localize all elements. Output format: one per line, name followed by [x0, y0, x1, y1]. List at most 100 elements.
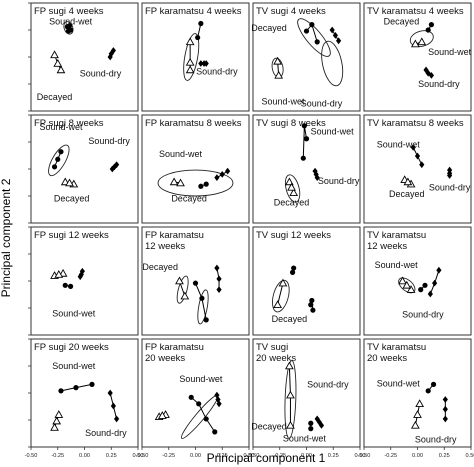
sound-wet-point [425, 388, 431, 394]
group-label: Decayed [251, 422, 287, 432]
group-label: Decayed [384, 17, 420, 27]
panel-frame [363, 2, 472, 112]
decayed-point [54, 270, 64, 278]
group-label: Sound-wet [428, 47, 472, 57]
confidence-ellipse [409, 30, 434, 48]
confidence-ellipse [157, 169, 234, 197]
group-line [190, 396, 216, 433]
x-axis-label: Principal component 1 [207, 451, 326, 465]
sound-dry-point [436, 266, 442, 274]
decayed-point [398, 276, 407, 285]
panel-title: TV sugi [256, 342, 288, 353]
panel-title: FP karamatsu [145, 342, 204, 353]
x-tick-label: 0.00 [412, 453, 423, 459]
group-label: Sound-wet [261, 97, 305, 107]
decayed-point [169, 177, 179, 186]
sound-wet-point [418, 287, 424, 293]
confidence-ellipse [63, 21, 74, 35]
sound-wet-point [310, 307, 316, 313]
panel-frame [252, 226, 361, 336]
group-label: Sound-dry [418, 79, 460, 89]
panel-13: FP sugi 20 weeks Sound-wet Sound-dry [30, 338, 139, 448]
sound-dry-point [425, 69, 431, 77]
panel-title: 12 weeks [145, 241, 185, 252]
panel-8: TV karamatsu 8 weeks Sound-wet Decayed Soun… [363, 114, 472, 224]
sound-dry-point [198, 60, 204, 67]
sound-wet-point [51, 164, 58, 170]
group-label: Sound-dry [196, 66, 238, 76]
sound-wet-point [203, 181, 209, 187]
x-tick-label: 0.50 [466, 453, 474, 459]
panel-title: FP karamatsu 4 weeks [145, 6, 242, 17]
sound-dry-point [225, 167, 231, 175]
group-label: Sound-wet [179, 374, 223, 384]
sound-dry-point [219, 171, 225, 178]
group-label: Sound-wet [49, 17, 93, 27]
panel-title: 20 weeks [256, 353, 296, 364]
decayed-point [274, 70, 284, 79]
group-label: Sound-dry [415, 435, 457, 445]
decayed-point [185, 57, 195, 66]
sound-wet-point [212, 429, 218, 435]
sound-dry-point [432, 279, 438, 287]
group-label: Sound-dry [402, 310, 444, 320]
decayed-point [406, 285, 416, 293]
panel-frame [30, 338, 139, 448]
decayed-point [417, 37, 427, 46]
x-tick-label: 0.00 [301, 453, 312, 459]
sound-dry-point [442, 415, 448, 423]
decayed-point [176, 178, 185, 187]
sound-dry-point [214, 264, 220, 272]
sound-dry-point [316, 418, 322, 426]
sound-wet-point [73, 385, 79, 391]
sound-wet-point [300, 155, 306, 161]
group-label: Sound-dry [80, 68, 122, 78]
panel-title: TV karamatsu [367, 230, 426, 241]
sound-wet-point [309, 22, 315, 28]
panel-title: TV sugi 4 weeks [256, 6, 326, 17]
group-label: Decayed [389, 189, 425, 199]
decayed-point [287, 182, 296, 191]
x-tick-label: 0.00 [190, 453, 201, 459]
group-label: Decayed [272, 314, 308, 324]
sound-dry-point [428, 71, 435, 79]
sound-wet-point [58, 388, 64, 394]
panel-11: TV sugi 12 weeks Decayed [252, 226, 361, 336]
decayed-point [285, 361, 294, 370]
sound-wet-point [314, 39, 320, 45]
confidence-ellipse [297, 18, 331, 57]
sound-wet-point [422, 282, 428, 288]
sound-dry-point [215, 396, 221, 403]
sound-dry-point [201, 60, 207, 67]
panel-3: TV sugi 4 weeks Sound-wet Decayed Sound-dry [251, 2, 361, 112]
sound-dry-point [442, 405, 448, 413]
confidence-ellipse [272, 279, 290, 313]
sound-wet-point [67, 27, 74, 33]
group-label: Decayed [274, 198, 310, 208]
confidence-ellipse [48, 144, 70, 177]
sound-wet-point [308, 420, 314, 426]
x-tick-label: 0.25 [106, 453, 117, 459]
panel-title: 20 weeks [145, 353, 185, 364]
sound-wet-point [428, 22, 435, 28]
group-label: Sound-wet [52, 361, 96, 371]
group-label: Sound-wet [283, 434, 327, 444]
panel-title: TV sugi 12 weeks [256, 230, 331, 241]
decayed-point [157, 411, 167, 419]
x-tick-label: -0.50 [247, 453, 260, 459]
sound-dry-point [110, 402, 116, 410]
sound-dry-point [318, 422, 325, 429]
panel-frame [363, 114, 472, 224]
group-label: Sound-wet [377, 139, 421, 149]
sound-dry-point [414, 152, 421, 160]
panel-title: FP karamatsu 8 weeks [145, 118, 242, 129]
decayed-point [285, 177, 294, 186]
sound-dry-point [110, 47, 116, 54]
x-tick-label: -0.50 [25, 453, 38, 459]
